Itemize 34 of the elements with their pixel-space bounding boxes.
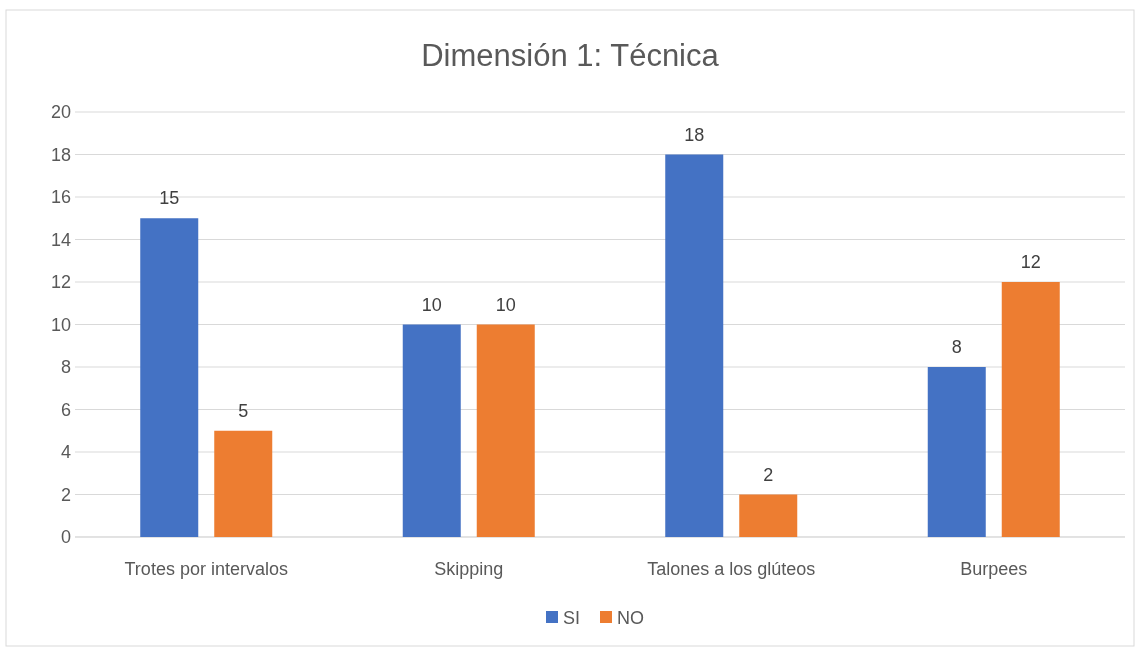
- bar: [1001, 282, 1060, 537]
- y-tick-label: 0: [60, 527, 71, 547]
- data-label: 15: [159, 188, 180, 209]
- chart-title: Dimensión 1: Técnica: [421, 38, 720, 73]
- x-tick-label: Trotes por intervalos: [124, 559, 288, 579]
- data-label: 18: [684, 124, 705, 145]
- data-label: 12: [1020, 252, 1041, 272]
- y-tick-label: 10: [50, 314, 71, 335]
- bar: [214, 430, 273, 537]
- data-label: 10: [421, 294, 442, 315]
- y-tick-label: 16: [50, 187, 71, 207]
- y-tick-label: 4: [60, 442, 71, 462]
- bar: [402, 324, 461, 537]
- y-tick-label: 8: [60, 357, 71, 377]
- y-tick-label: 12: [50, 272, 71, 292]
- data-label: 8: [951, 337, 962, 357]
- bar: [140, 218, 199, 537]
- legend-label: SI: [563, 608, 581, 628]
- y-tick-label: 20: [50, 102, 71, 122]
- y-tick-label: 14: [50, 229, 71, 250]
- legend-label: NO: [617, 608, 644, 628]
- x-tick-label: Skipping: [434, 559, 504, 579]
- y-tick-label: 6: [60, 399, 71, 420]
- bar: [739, 494, 798, 537]
- data-label: 10: [495, 294, 516, 315]
- y-tick-label: 18: [50, 144, 71, 165]
- data-label: 5: [238, 400, 249, 421]
- x-tick-label: Talones a los glúteos: [647, 559, 816, 579]
- data-label: 2: [763, 464, 774, 485]
- bar: [927, 367, 986, 537]
- bar: [476, 324, 535, 537]
- x-tick-label: Burpees: [960, 559, 1028, 579]
- bar: [665, 154, 724, 537]
- y-tick-label: 2: [60, 484, 71, 505]
